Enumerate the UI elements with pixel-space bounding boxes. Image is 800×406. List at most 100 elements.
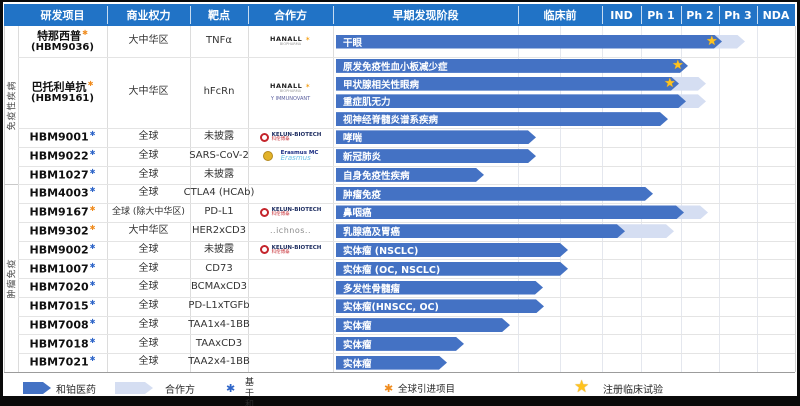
project-name-text: HBM9002 xyxy=(29,243,89,257)
legend-gold-star-icon: ★ xyxy=(574,377,590,397)
project-cell: HBM9167✱ xyxy=(18,203,107,222)
rights-cell: 全球 xyxy=(138,300,159,312)
stage-bar: 乳腺癌及胃癌 xyxy=(336,224,625,238)
partner-cell: KELUN-BIOTECH 科伦博泰 xyxy=(248,203,333,222)
row-divider xyxy=(18,296,795,298)
legend-blue-asterisk-icon: ✱ xyxy=(226,381,236,395)
hanall-star-icon: ✶ xyxy=(302,35,311,43)
university-seal-icon xyxy=(262,151,273,162)
header-separator xyxy=(107,6,108,24)
ichnos-logo: ..ichnos.. xyxy=(270,225,311,235)
erasmus-logos: Erasmus MC Erasmus xyxy=(262,150,318,163)
target-cell: TAA1x4-1BB xyxy=(188,318,250,330)
header-separator xyxy=(248,6,249,24)
table-right-border xyxy=(795,26,796,372)
row-divider xyxy=(18,57,795,58)
kelun-name: KELUN-BIOTECH xyxy=(271,244,322,251)
header-separator xyxy=(518,6,519,24)
legend-harbour-label: 和铂医药 xyxy=(56,384,96,396)
row-divider xyxy=(18,128,795,129)
target-cell: BCMAxCD3 xyxy=(190,281,248,293)
partner-cell xyxy=(248,166,333,185)
header-col-5: 早期发现阶段 xyxy=(392,9,459,22)
project-name-text: 特那西普 xyxy=(37,29,82,43)
project-name: HBM9022✱ xyxy=(29,149,95,162)
kelun-name: KELUN-BIOTECH xyxy=(271,131,322,138)
stage-bar: 实体瘤 xyxy=(336,337,464,351)
project-cell: HBM4003✱ xyxy=(18,184,107,203)
project-name-text: HBM9302 xyxy=(29,224,89,238)
stage-bar: 实体瘤 (OC, NSCLC) xyxy=(336,262,568,276)
hanall-logo: HANALL ✶ xyxy=(270,81,311,90)
rights-cell: 全球 xyxy=(138,337,159,349)
row-divider xyxy=(18,315,795,317)
row-divider xyxy=(18,165,795,167)
kelun-emblem-icon xyxy=(259,207,269,217)
header-separator xyxy=(641,6,642,24)
project-cell: HBM1027✱ xyxy=(18,166,107,185)
stage-bar: 实体瘤 xyxy=(336,318,510,332)
blue-asterisk-icon: ✱ xyxy=(89,186,96,195)
header-col-9: Ph 2 xyxy=(686,8,714,22)
partner-cell: KELUN-BIOTECH 科伦博泰 xyxy=(248,128,333,147)
partner-cell xyxy=(248,353,333,372)
project-name-text: HBM7018 xyxy=(29,336,89,350)
registrational-trial-star-icon: ★ xyxy=(672,58,684,74)
partner-cell xyxy=(248,316,333,335)
project-name: HBM1027✱ xyxy=(29,168,95,181)
indication-label: 乳腺癌及胃癌 xyxy=(343,227,401,239)
indication-label: 肿瘤免疫 xyxy=(343,189,382,201)
legend-inhouse-label: 基于和铂医药转基因鼠平台的自主研发项目 xyxy=(245,378,255,406)
header-col-11: NDA xyxy=(762,8,790,22)
hanall-tagline: BIOPHARMA xyxy=(279,88,302,93)
indication-label: 新冠肺炎 xyxy=(343,152,382,164)
target-cell: PD-L1 xyxy=(204,206,234,218)
partner-cell: ..ichnos.. xyxy=(248,222,333,241)
project-name: HBM9002✱ xyxy=(29,243,95,257)
indication-label: 原发免疫性血小板减少症 xyxy=(343,61,448,73)
kelun-logo: KELUN-BIOTECH 科伦博泰 xyxy=(259,207,321,218)
orange-asterisk-icon: ✱ xyxy=(87,79,94,88)
legend-orange-asterisk-icon: ✱ xyxy=(384,381,394,395)
blue-asterisk-icon: ✱ xyxy=(89,280,96,289)
project-name-text: HBM9001 xyxy=(29,130,89,144)
legend-inlicensed-label: 全球引进项目 xyxy=(398,384,456,395)
indication-label: 自身免疫性疾病 xyxy=(343,170,410,182)
project-name: 特那西普✱ xyxy=(37,29,88,43)
column-border xyxy=(190,26,191,372)
project-name: HBM7008✱ xyxy=(29,318,95,331)
phase-gridline xyxy=(757,26,758,372)
project-name-text: HBM4003 xyxy=(29,186,89,200)
rights-cell: 大中华区 xyxy=(128,86,169,98)
legend-registrational-label: 注册临床试验 xyxy=(603,384,663,396)
blue-asterisk-icon: ✱ xyxy=(89,130,96,139)
partner-cell: HANALL ✶ BIOPHARMA Y IMMUNOVANT xyxy=(248,57,333,128)
kelun-text: KELUN-BIOTECH 科伦博泰 xyxy=(272,132,322,143)
project-code: (HBM9161) xyxy=(31,93,94,105)
row-divider xyxy=(18,240,795,242)
project-cell: HBM7018✱ xyxy=(18,334,107,353)
project-cell: HBM7021✱ xyxy=(18,353,107,372)
project-name-text: HBM7015 xyxy=(29,299,89,313)
orange-asterisk-icon: ✱ xyxy=(89,224,96,233)
project-name-text: HBM7020 xyxy=(29,280,89,294)
rights-cell: 全球 xyxy=(138,356,159,368)
kelun-sub: 科伦博泰 xyxy=(271,136,290,142)
header-separator xyxy=(719,6,720,24)
stage-bar: 实体瘤 (NSCLC) xyxy=(336,243,568,257)
target-cell: TAA2x4-1BB xyxy=(188,356,250,368)
kelun-emblem-icon xyxy=(259,245,269,255)
header-separator xyxy=(602,6,603,24)
target-cell: TNFα xyxy=(206,35,232,47)
project-code: (HBM9036) xyxy=(31,42,94,54)
rights-cell: 全球 xyxy=(138,149,159,161)
kelun-sub: 科伦博泰 xyxy=(271,212,290,218)
kelun-logo: KELUN-BIOTECH 科伦博泰 xyxy=(259,132,322,143)
indication-label: 实体瘤 xyxy=(343,358,372,370)
project-cell: HBM7015✱ xyxy=(18,297,107,316)
partner-cell: Erasmus MC Erasmus xyxy=(248,147,333,166)
indication-label: 实体瘤(HNSCC, OC) xyxy=(343,302,439,314)
hanall-tagline: BIOPHARMA xyxy=(279,42,302,47)
header-separator xyxy=(681,6,682,24)
